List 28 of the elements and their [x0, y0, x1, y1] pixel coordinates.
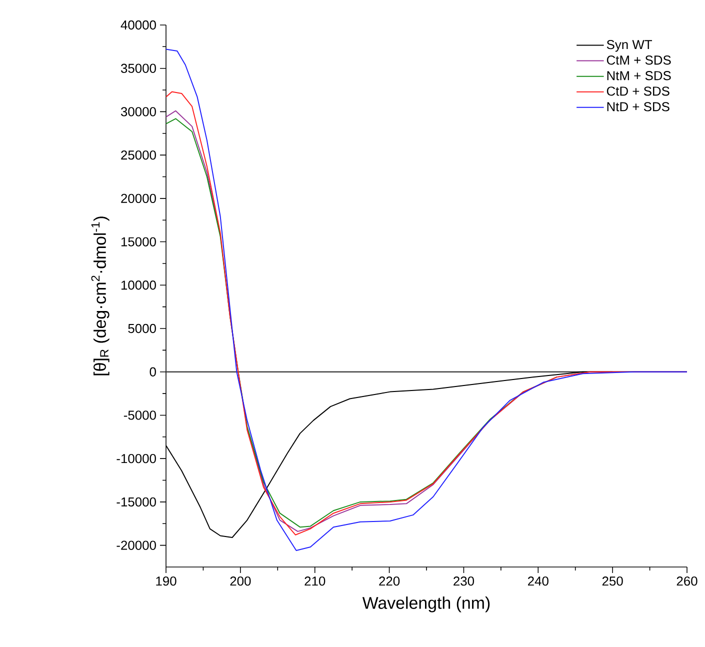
x-tick-label: 200 [230, 576, 251, 586]
y-tick-label: -10000 [116, 454, 156, 464]
legend-label: Syn WT [606, 40, 652, 52]
y-tick-label: 30000 [120, 107, 156, 116]
x-axis-title: Wavelength (nm) [362, 596, 490, 612]
y-tick-label: 5000 [128, 324, 156, 334]
y-tick-label: 25000 [121, 150, 156, 160]
y-tick-label: 10000 [121, 280, 156, 290]
y-tick-label: 20000 [121, 194, 156, 204]
x-tick-label: 220 [379, 576, 400, 586]
legend-label: CtD + SDS [606, 86, 670, 96]
y-tick-label: 15000 [121, 237, 156, 246]
x-tick-label: 230 [454, 576, 474, 586]
y-tick-label: -20000 [116, 540, 156, 550]
legend-label: NtD + SDS [607, 102, 670, 112]
x-tick-label: 260 [676, 576, 698, 586]
y-tick-label: 0 [150, 367, 156, 376]
x-tick-label: 250 [602, 576, 623, 586]
y-axis-title: [θ]$_{R}$ (deg·cm$^{2}$·dmol$^{-1}$) [91, 216, 110, 376]
x-tick-label: 240 [528, 576, 548, 586]
y-tick-label: 35000 [120, 64, 156, 73]
y-tick-label: -15000 [116, 497, 156, 507]
legend-label: NtM + SDS [607, 71, 671, 80]
x-tick-label: 190 [156, 576, 176, 586]
y-tick-label: 40000 [120, 20, 156, 30]
legend-label: CtM + SDS [606, 56, 671, 65]
y-tick-label: -5000 [124, 410, 156, 420]
x-tick-label: 210 [304, 576, 326, 586]
